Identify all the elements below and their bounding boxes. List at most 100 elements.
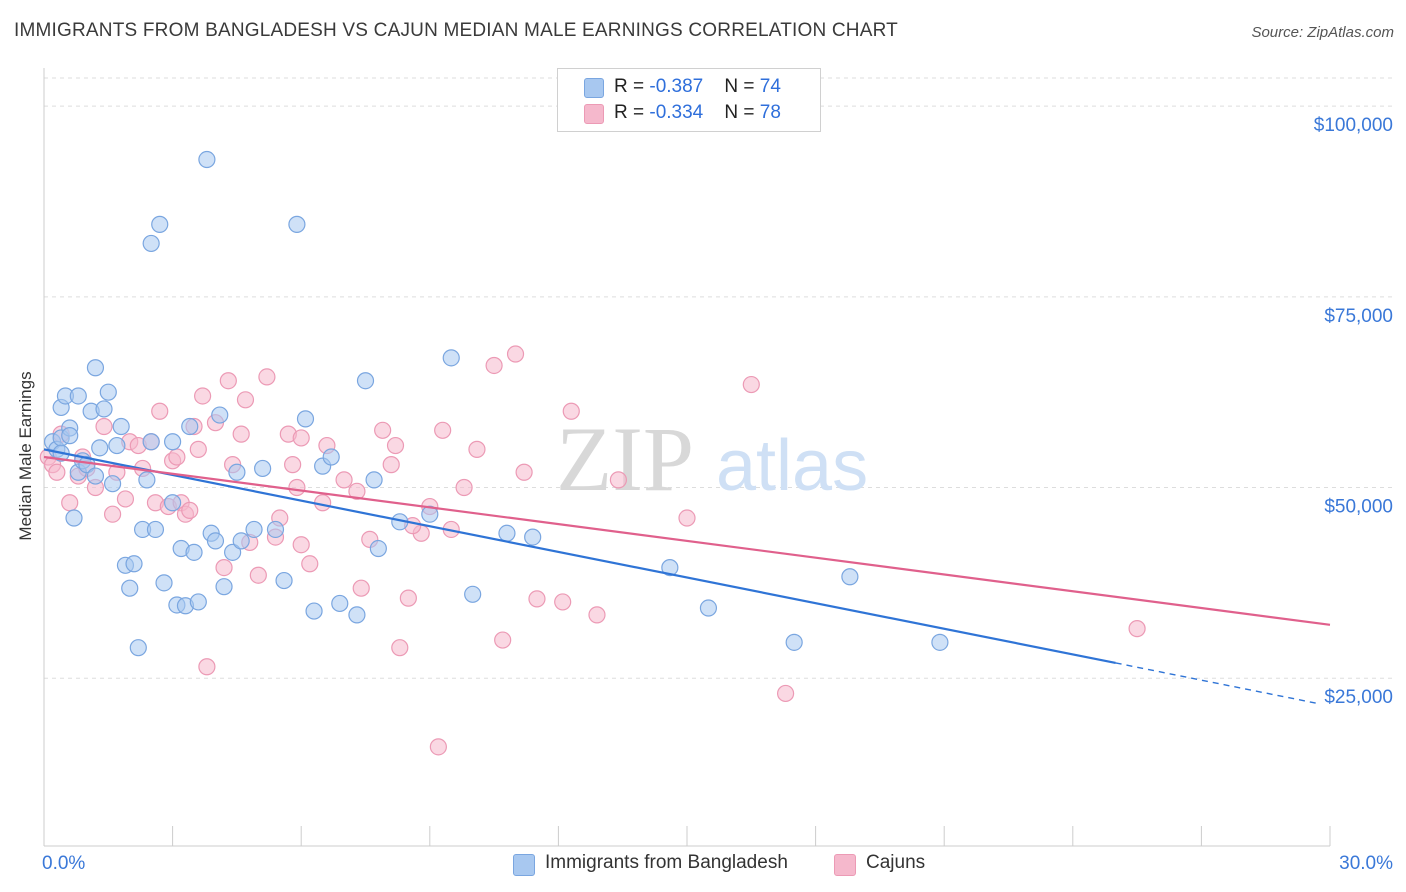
- bangladesh-point: [785, 633, 803, 651]
- bangladesh-point: [164, 494, 182, 512]
- cajun-point: [742, 375, 760, 394]
- legend-n-value: 74: [759, 76, 781, 97]
- trend-line-extension: [1115, 662, 1318, 705]
- legend-n-value: 78: [759, 102, 781, 123]
- cajun-point: [181, 501, 199, 519]
- cajun-point: [292, 429, 310, 447]
- cajun-point: [434, 421, 452, 439]
- bangladesh-point: [661, 558, 679, 577]
- legend-swatch-cajuns: [584, 104, 604, 124]
- x-tick-label: 0.0%: [42, 853, 85, 874]
- cajun-point: [236, 391, 255, 409]
- cajun-point: [61, 494, 79, 512]
- cajun-point: [348, 482, 366, 500]
- bangladesh-point: [211, 406, 229, 424]
- cajun-point: [352, 579, 370, 597]
- bangladesh-point: [112, 417, 130, 436]
- bangladesh-point: [288, 215, 306, 233]
- bangladesh-point: [138, 471, 156, 489]
- y-tick-label: $25,000: [1324, 687, 1393, 708]
- cajun-point: [232, 425, 250, 443]
- bangladesh-points: [43, 150, 949, 657]
- bangladesh-point: [224, 543, 242, 561]
- cajun-point: [485, 356, 503, 375]
- cajun-point: [429, 738, 447, 756]
- bangladesh-point: [99, 383, 117, 401]
- legend-n-label: N =: [724, 76, 760, 97]
- cajun-point: [528, 590, 546, 608]
- source-label: Source: ZipAtlas.com: [1251, 24, 1394, 41]
- x-tick-labels: 0.0% 30.0%: [42, 853, 1393, 874]
- bottom-legend-label: Cajuns: [866, 852, 926, 873]
- cajun-point: [301, 555, 319, 573]
- bangladesh-point: [266, 520, 285, 539]
- y-axis-label: Median Male Earnings: [16, 371, 35, 540]
- watermark-zip: ZIP: [556, 408, 694, 510]
- cajun-point: [292, 536, 310, 554]
- cajun-point: [468, 440, 486, 458]
- bangladesh-point: [464, 585, 482, 603]
- bangladesh-point: [91, 439, 109, 457]
- cajun-point: [386, 436, 405, 455]
- bottom-legend-swatch-bangladesh: [513, 854, 535, 876]
- cajun-point: [506, 345, 525, 363]
- chart-title: IMMIGRANTS FROM BANGLADESH VS CAJUN MEDI…: [14, 20, 898, 41]
- bangladesh-point: [931, 633, 949, 651]
- cajun-point: [562, 402, 580, 420]
- bangladesh-point: [245, 520, 263, 539]
- y-tick-label: $100,000: [1314, 115, 1393, 136]
- cajun-point: [494, 631, 512, 649]
- bangladesh-point: [189, 593, 207, 611]
- axes: [43, 68, 1331, 847]
- bangladesh-point: [69, 387, 87, 405]
- cajun-point: [374, 421, 392, 439]
- cajun-point: [48, 463, 66, 481]
- cajun-point: [103, 505, 122, 523]
- legend-swatch-bangladesh: [584, 78, 604, 98]
- cajun-point: [288, 478, 306, 497]
- bangladesh-point: [142, 234, 160, 253]
- legend-r-value: -0.334: [649, 102, 704, 123]
- bangladesh-point: [296, 410, 315, 428]
- bangladesh-point: [86, 467, 105, 485]
- bangladesh-point: [365, 471, 383, 489]
- bangladesh-point: [61, 427, 79, 445]
- bangladesh-point: [305, 602, 323, 620]
- bangladesh-point: [125, 555, 143, 573]
- bangladesh-point: [348, 606, 366, 624]
- legend-r-label: R =: [614, 102, 650, 123]
- bangladesh-point: [421, 505, 439, 523]
- bangladesh-point: [185, 543, 203, 561]
- bangladesh-point: [331, 594, 349, 613]
- cajun-point: [151, 402, 169, 420]
- stats-legend: R = -0.387 N = 74 R = -0.334 N = 78: [557, 68, 821, 132]
- cajun-point: [554, 593, 572, 611]
- bangladesh-point: [228, 463, 246, 481]
- bangladesh-point: [699, 599, 718, 617]
- bangladesh-point: [442, 349, 460, 367]
- y-tick-label: $50,000: [1324, 497, 1393, 518]
- bangladesh-point: [164, 433, 182, 451]
- watermark-atlas: atlas: [716, 426, 868, 506]
- cajun-point: [678, 509, 696, 527]
- bangladesh-point: [108, 436, 126, 455]
- trend-line-bangladesh: [43, 448, 1116, 665]
- legend-r-label: R =: [614, 76, 650, 97]
- bangladesh-point: [215, 578, 233, 596]
- legend-n-label: N =: [724, 102, 760, 123]
- bangladesh-point: [181, 417, 199, 436]
- cajun-point: [588, 606, 606, 624]
- cajun-point: [515, 463, 533, 481]
- gridlines: [44, 77, 1394, 679]
- bangladesh-point: [322, 448, 340, 466]
- bangladesh-point: [129, 639, 147, 657]
- bangladesh-point: [198, 150, 216, 169]
- bottom-legend-swatch-cajuns: [834, 854, 856, 876]
- cajun-point: [249, 566, 267, 584]
- bangladesh-point: [524, 528, 542, 546]
- cajun-point: [194, 387, 212, 405]
- cajun-point: [168, 448, 186, 466]
- bangladesh-point: [232, 532, 250, 550]
- bangladesh-point: [841, 568, 859, 586]
- cajun-point: [455, 478, 473, 497]
